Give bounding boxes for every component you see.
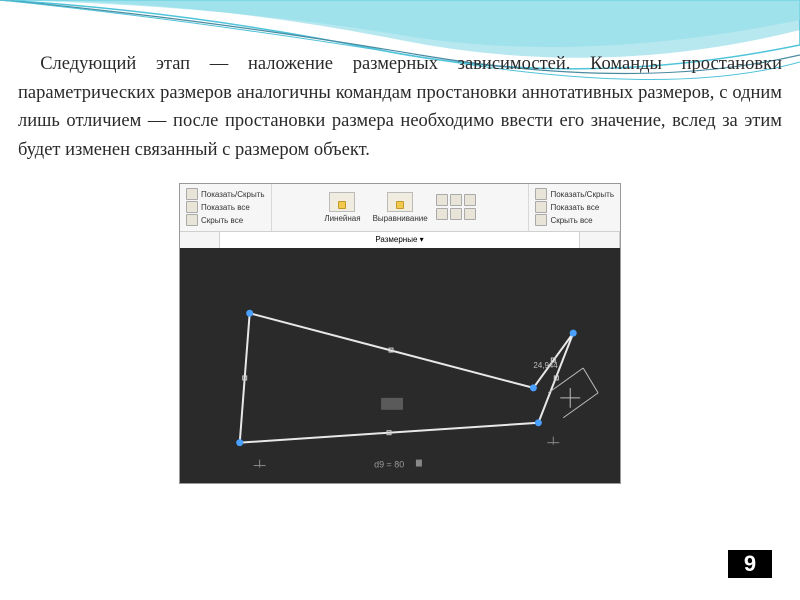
ribbon-label: Показать все <box>550 203 599 212</box>
tab-right[interactable] <box>580 232 620 248</box>
aligned-dim-button[interactable]: Выравнивание <box>369 190 432 225</box>
show-all-button[interactable]: Показать все <box>186 201 265 213</box>
small-tools-grid <box>436 194 480 220</box>
tool-icon[interactable] <box>450 208 462 220</box>
ribbon-toolbar: Показать/Скрыть Показать все Скрыть все … <box>180 184 620 232</box>
ribbon-label: Скрыть все <box>201 216 243 225</box>
ribbon-center: Линейная Выравнивание <box>272 184 530 231</box>
toggle-icon <box>535 188 547 200</box>
tab-dimensions[interactable]: Размерные ▾ <box>220 232 580 248</box>
hide-all-button[interactable]: Скрыть все <box>535 214 614 226</box>
show-hide-button[interactable]: Показать/Скрыть <box>186 188 265 200</box>
tool-icon[interactable] <box>436 208 448 220</box>
tab-strip: Размерные ▾ <box>180 232 620 248</box>
ribbon-label: Показать все <box>201 203 250 212</box>
show-all-icon <box>186 201 198 213</box>
show-all-button[interactable]: Показать все <box>535 201 614 213</box>
show-all-icon <box>535 201 547 213</box>
aligned-icon <box>387 192 413 212</box>
tool-icon[interactable] <box>436 194 448 206</box>
ribbon-group-right: Показать/Скрыть Показать все Скрыть все <box>529 184 620 231</box>
hide-all-icon <box>535 214 547 226</box>
hide-all-button[interactable]: Скрыть все <box>186 214 265 226</box>
toggle-icon <box>186 188 198 200</box>
ribbon-label: Показать/Скрыть <box>550 190 614 199</box>
tool-icon[interactable] <box>450 194 462 206</box>
svg-text:24,944: 24,944 <box>533 361 558 370</box>
tab-left[interactable] <box>180 232 220 248</box>
ribbon-label: Выравнивание <box>373 214 428 223</box>
tool-icon[interactable] <box>464 194 476 206</box>
hide-all-icon <box>186 214 198 226</box>
show-hide-button[interactable]: Показать/Скрыть <box>535 188 614 200</box>
page-number: 9 <box>728 550 772 578</box>
ribbon-group-left: Показать/Скрыть Показать все Скрыть все <box>180 184 272 231</box>
tool-icon[interactable] <box>464 208 476 220</box>
linear-icon <box>329 192 355 212</box>
ribbon-label: Скрыть все <box>550 216 592 225</box>
tab-label: Размерные ▾ <box>375 235 423 244</box>
ribbon-label: Линейная <box>324 214 360 223</box>
linear-dim-button[interactable]: Линейная <box>320 190 364 225</box>
body-paragraph: Следующий этап — наложение размерных зав… <box>18 50 782 165</box>
embedded-screenshot: Показать/Скрыть Показать все Скрыть все … <box>179 183 621 484</box>
drawing-canvas[interactable]: d9 = 80 24,944 <box>180 248 620 483</box>
svg-text:d9 = 80: d9 = 80 <box>374 459 404 469</box>
ribbon-label: Показать/Скрыть <box>201 190 265 199</box>
